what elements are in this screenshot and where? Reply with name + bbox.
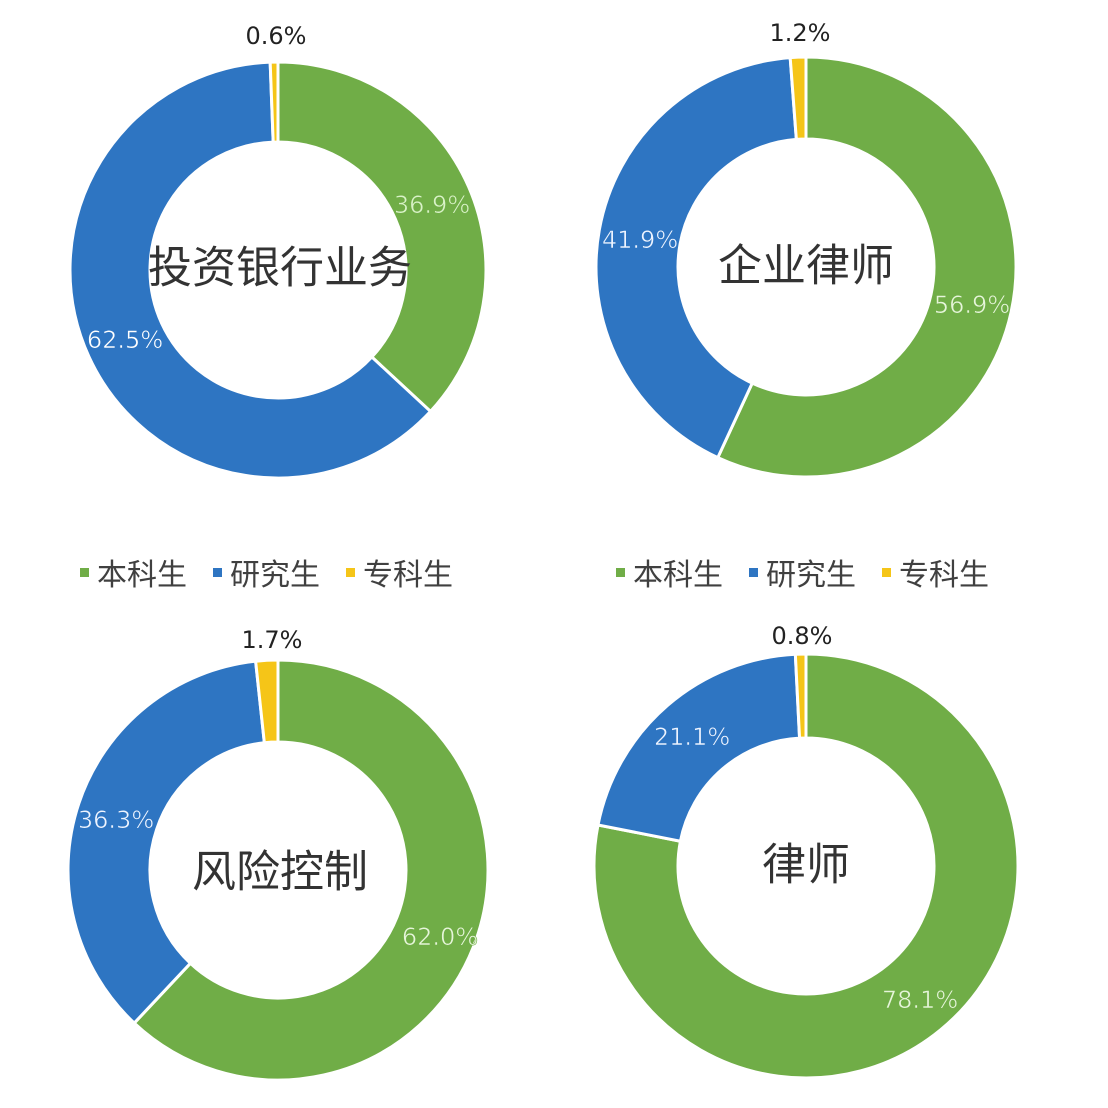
label-benke: 56.9%	[934, 291, 1010, 319]
legend-swatch-benke	[80, 567, 89, 577]
legend-item-yanjiu: 研究生	[213, 550, 320, 594]
legend-label-yanjiu: 研究生	[766, 558, 856, 593]
label-benke: 36.9%	[394, 191, 470, 219]
donut-center-title: 投资银行业务	[148, 243, 412, 294]
segment-benke	[132, 658, 490, 1082]
legend-swatch-zhuanke	[882, 567, 891, 577]
label-zhuanke: 1.7%	[242, 626, 303, 654]
label-zhuanke: 0.6%	[246, 22, 307, 50]
donut-chart: 律师 78.1% 21.1% 0.8%	[592, 622, 1020, 1080]
legend-swatch-yanjiu	[213, 567, 222, 577]
segment-yanjiu	[68, 60, 433, 480]
legend-label-benke: 本科生	[633, 558, 723, 593]
label-benke: 62.0%	[402, 923, 478, 951]
donut-center-title: 律师	[762, 840, 850, 891]
segment-yanjiu	[66, 659, 267, 1026]
donut-chart: 投资银行业务 36.9% 62.5% 0.6%	[68, 22, 488, 480]
legend-item-zhuanke: 专科生	[346, 550, 453, 594]
segment-benke	[592, 652, 1020, 1080]
label-yanjiu: 41.9%	[602, 226, 678, 254]
legend-label-zhuanke: 专科生	[363, 558, 453, 593]
label-yanjiu: 21.1%	[654, 723, 730, 751]
legend-label-benke: 本科生	[97, 558, 187, 593]
donut-center-title: 风险控制	[192, 847, 368, 898]
segment-benke	[276, 60, 488, 414]
legend-swatch-benke	[616, 567, 625, 577]
segment-yanjiu	[594, 55, 798, 460]
segment-zhuanke	[793, 652, 808, 740]
label-benke: 78.1%	[882, 986, 958, 1014]
segment-zhuanke	[253, 658, 280, 745]
legend-swatch-zhuanke	[346, 567, 355, 577]
legend-label-yanjiu: 研究生	[230, 558, 320, 593]
legend-left: 本科生 研究生 专科生	[80, 550, 453, 594]
label-zhuanke: 0.8%	[772, 622, 833, 650]
legend-item-benke: 本科生	[616, 550, 723, 594]
label-yanjiu: 62.5%	[87, 326, 163, 354]
donut-chart: 风险控制 62.0% 36.3% 1.7%	[66, 626, 490, 1082]
legend-right: 本科生 研究生 专科生	[616, 550, 989, 594]
legend-item-zhuanke: 专科生	[882, 550, 989, 594]
segment-zhuanke	[268, 60, 280, 144]
segment-yanjiu	[596, 652, 802, 843]
label-yanjiu: 36.3%	[78, 806, 154, 834]
segment-benke	[715, 55, 1018, 479]
legend-item-benke: 本科生	[80, 550, 187, 594]
legend-swatch-yanjiu	[749, 567, 758, 577]
legend-label-zhuanke: 专科生	[899, 558, 989, 593]
label-zhuanke: 1.2%	[770, 19, 831, 47]
donut-center-title: 企业律师	[718, 241, 894, 292]
donut-chart: 企业律师 56.9% 41.9% 1.2%	[594, 19, 1018, 479]
legend-item-yanjiu: 研究生	[749, 550, 856, 594]
segment-zhuanke	[788, 55, 808, 141]
